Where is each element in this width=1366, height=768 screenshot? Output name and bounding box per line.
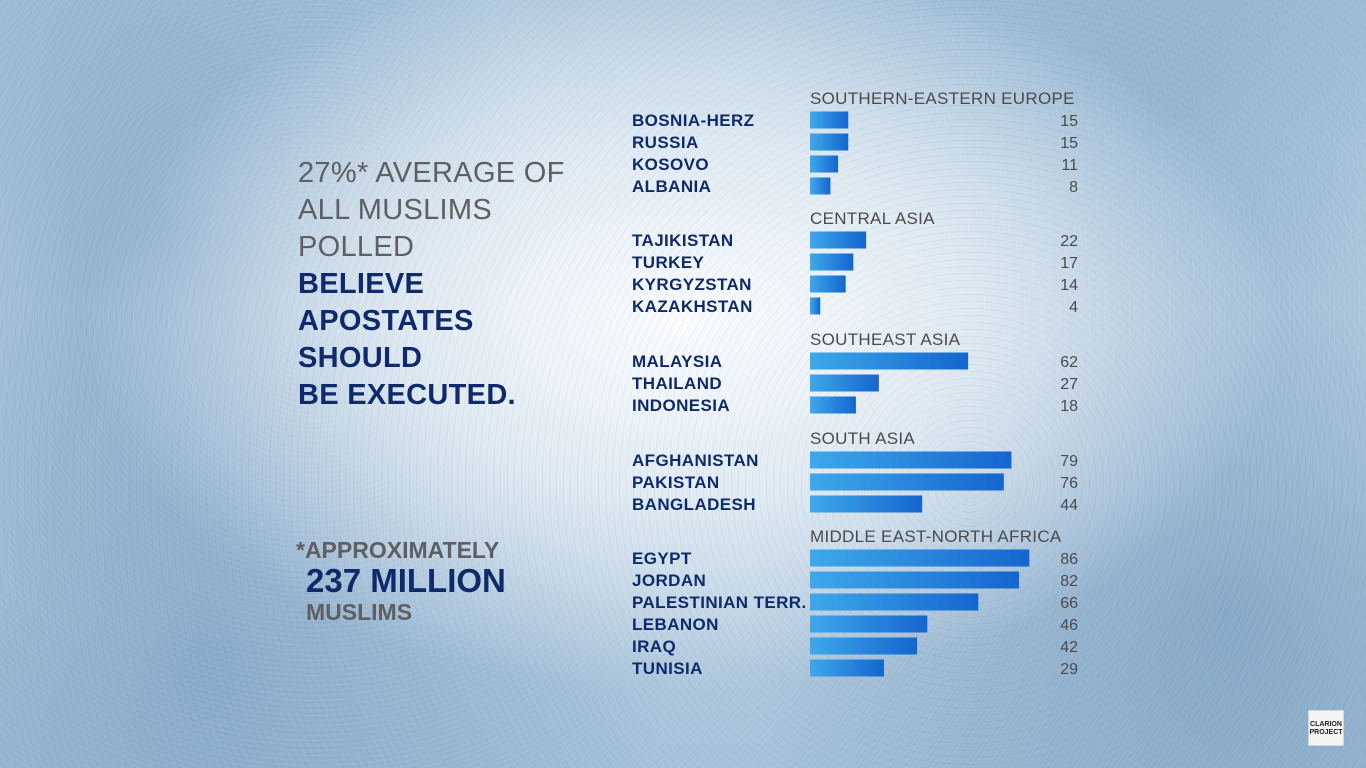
value-label: 86 — [1060, 551, 1078, 568]
value-label: 42 — [1060, 639, 1078, 656]
headline-line-1: 27%* AVERAGE OF — [298, 157, 565, 189]
headline-line-6: SHOULD — [298, 342, 423, 374]
bar — [810, 297, 821, 315]
region-title: MIDDLE EAST-NORTH AFRICA — [810, 527, 1062, 546]
bar — [810, 155, 839, 173]
country-label: KOSOVO — [632, 155, 709, 174]
value-label: 18 — [1060, 398, 1078, 415]
value-label: 14 — [1060, 277, 1078, 294]
country-label: JORDAN — [632, 571, 706, 590]
bar — [810, 231, 867, 249]
country-label: KAZAKHSTAN — [632, 297, 753, 316]
headline-line-2: ALL MUSLIMS — [298, 194, 493, 226]
country-label: AFGHANISTAN — [632, 451, 759, 470]
logo-line-2: PROJECT — [1309, 729, 1343, 736]
value-label: 79 — [1060, 453, 1078, 470]
country-label: RUSSIA — [632, 133, 699, 152]
region-title: SOUTHEAST ASIA — [810, 330, 961, 349]
country-label: PALESTINIAN TERR. — [632, 593, 807, 612]
country-label: LEBANON — [632, 615, 719, 634]
footnote-line-1: *APPROXIMATELY — [296, 537, 500, 563]
country-label: THAILAND — [632, 374, 722, 393]
country-label: TUNISIA — [632, 659, 703, 678]
region-title: SOUTH ASIA — [810, 429, 915, 448]
bar — [810, 374, 879, 392]
bar — [810, 615, 928, 633]
country-label: PAKISTAN — [632, 473, 720, 492]
bar — [810, 275, 846, 293]
headline-line-3: POLLED — [298, 231, 415, 263]
bar — [810, 659, 884, 677]
value-label: 15 — [1060, 113, 1078, 130]
value-label: 17 — [1060, 255, 1078, 272]
bar — [810, 549, 1030, 567]
value-label: 46 — [1060, 617, 1078, 634]
bar — [810, 177, 831, 195]
value-label: 11 — [1061, 157, 1078, 174]
footnote-line-3: MUSLIMS — [306, 599, 413, 625]
country-label: ALBANIA — [632, 177, 711, 196]
country-label: TURKEY — [632, 253, 705, 272]
bar — [810, 571, 1020, 589]
bar — [810, 593, 979, 611]
value-label: 8 — [1069, 179, 1078, 196]
country-label: BANGLADESH — [632, 495, 756, 514]
bar — [810, 352, 969, 370]
region-title: CENTRAL ASIA — [810, 209, 935, 228]
bar — [810, 133, 849, 151]
headline: 27%* AVERAGE OF ALL MUSLIMS POLLED BELIE… — [298, 155, 598, 414]
bar — [810, 396, 856, 414]
value-label: 27 — [1060, 376, 1078, 393]
value-label: 62 — [1060, 354, 1078, 371]
country-label: MALAYSIA — [632, 352, 722, 371]
country-label: KYRGYZSTAN — [632, 275, 752, 294]
headline-line-7: BE EXECUTED. — [298, 379, 516, 411]
region-title: SOUTHERN-EASTERN EUROPE — [810, 89, 1075, 108]
footnote-line-2: 237 MILLION — [306, 562, 506, 599]
value-label: 82 — [1060, 573, 1078, 590]
clarion-project-logo: CLARION PROJECT — [1308, 710, 1344, 746]
value-label: 44 — [1060, 497, 1078, 514]
value-label: 29 — [1060, 661, 1078, 678]
bar — [810, 451, 1012, 469]
footnote: *APPROXIMATELY 237 MILLION MUSLIMS — [296, 537, 506, 625]
bar — [810, 111, 849, 129]
country-label: EGYPT — [632, 549, 692, 568]
headline-line-4: BELIEVE — [298, 268, 425, 300]
bar — [810, 253, 854, 271]
country-label: INDONESIA — [632, 396, 730, 415]
bar — [810, 637, 918, 655]
value-label: 22 — [1060, 233, 1078, 250]
headline-line-5: APOSTATES — [298, 305, 474, 337]
value-label: 4 — [1069, 299, 1078, 316]
country-label: TAJIKISTAN — [632, 231, 734, 250]
country-label: IRAQ — [632, 637, 676, 656]
logo-line-1: CLARION — [1310, 721, 1342, 728]
value-label: 66 — [1060, 595, 1078, 612]
bar — [810, 473, 1004, 491]
value-label: 15 — [1060, 135, 1078, 152]
bar — [810, 495, 923, 513]
value-label: 76 — [1060, 475, 1078, 492]
country-label: BOSNIA-HERZ — [632, 111, 754, 130]
